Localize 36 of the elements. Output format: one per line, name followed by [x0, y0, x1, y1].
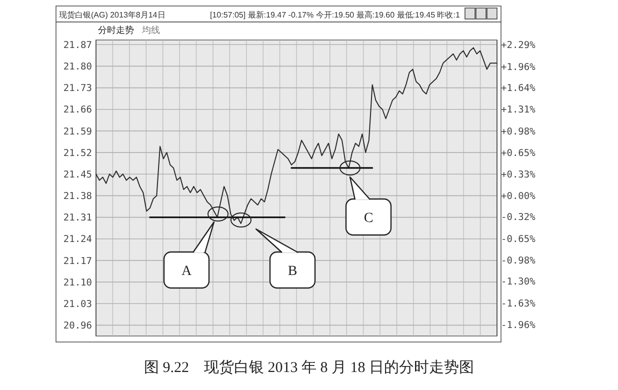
y2-tick-label: +0.98% [501, 126, 536, 138]
y2-tick-label: -1.96% [501, 320, 536, 332]
y-tick-label: 21.03 [63, 298, 92, 310]
y-tick-label: 20.96 [63, 320, 92, 332]
text: [10:57:05] 最新:19.47 -0.17% 今开:19.50 最高:19.60 最低:19.45 昨收:1 [210, 10, 460, 20]
annotation: B [288, 264, 298, 279]
y2-tick-label: +2.29% [501, 40, 536, 52]
y2-tick-label: -1.63% [501, 298, 536, 310]
text: 均线 [141, 25, 160, 36]
y-tick-label: 21.73 [63, 83, 92, 94]
text: 图 9.22 现货白银 2013 年 8 月 18 日的分时走势图 [144, 359, 474, 376]
y2-tick-label: -0.98% [501, 256, 536, 267]
y2-tick-label: -0.32% [501, 212, 536, 224]
y2-tick-label: +1.96% [501, 62, 536, 73]
y-tick-label: 21.45 [63, 169, 92, 180]
text: 现货白银(AG) 2013年8月14日 [59, 10, 166, 20]
y-tick-label: 21.52 [63, 148, 92, 159]
y2-tick-label: +0.33% [501, 169, 536, 180]
y-tick-label: 21.59 [63, 126, 92, 138]
y2-tick-label: -1.30% [501, 276, 536, 288]
y-tick-label: 21.24 [63, 234, 92, 246]
y-tick-label: 21.17 [63, 256, 92, 267]
y2-tick-label: +1.31% [501, 104, 536, 116]
y-tick-label: 21.87 [63, 40, 92, 51]
y-tick-label: 21.38 [63, 191, 92, 202]
annotation: A [181, 264, 192, 279]
y-tick-label: 21.31 [63, 212, 92, 224]
y2-tick-label: +1.64% [501, 82, 536, 94]
y-tick-label: 21.66 [63, 104, 92, 116]
y2-tick-label: +0.00% [501, 191, 536, 202]
y-tick-label: 21.10 [63, 277, 92, 288]
text: 分时走势 [98, 25, 134, 36]
y2-tick-label: -0.65% [501, 234, 536, 245]
y2-tick-label: +0.65% [501, 148, 536, 160]
y-tick-label: 21.80 [63, 62, 92, 73]
annotation: C [364, 211, 374, 226]
